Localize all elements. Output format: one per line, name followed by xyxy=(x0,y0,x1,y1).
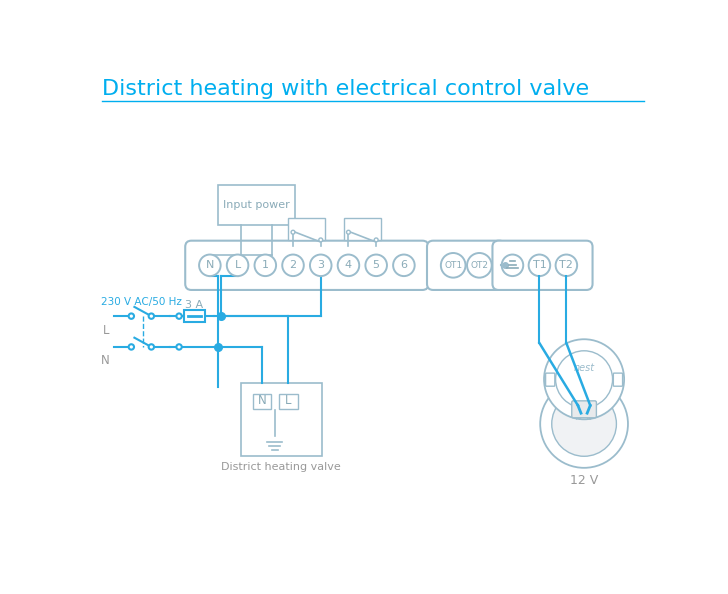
Text: nest: nest xyxy=(576,413,593,422)
Circle shape xyxy=(199,255,221,276)
Circle shape xyxy=(467,253,491,277)
Text: 3: 3 xyxy=(317,260,324,270)
Text: 12 V: 12 V xyxy=(570,473,598,486)
Text: N: N xyxy=(101,354,110,367)
Circle shape xyxy=(441,253,465,277)
FancyBboxPatch shape xyxy=(492,241,593,290)
Text: L: L xyxy=(285,394,292,406)
Text: 1: 1 xyxy=(262,260,269,270)
Circle shape xyxy=(319,238,323,242)
Text: 6: 6 xyxy=(400,260,408,270)
Circle shape xyxy=(393,255,415,276)
FancyBboxPatch shape xyxy=(279,394,298,409)
Text: L: L xyxy=(103,324,110,336)
Circle shape xyxy=(129,314,134,319)
Circle shape xyxy=(227,255,248,276)
Text: 5: 5 xyxy=(373,260,380,270)
Text: N: N xyxy=(258,394,266,406)
FancyBboxPatch shape xyxy=(571,401,596,418)
FancyBboxPatch shape xyxy=(288,219,325,240)
Circle shape xyxy=(129,345,134,350)
Circle shape xyxy=(149,314,154,319)
Text: OT1: OT1 xyxy=(444,261,462,270)
Circle shape xyxy=(310,255,331,276)
Text: District heating with electrical control valve: District heating with electrical control… xyxy=(102,79,589,99)
Circle shape xyxy=(176,345,182,350)
Circle shape xyxy=(338,255,359,276)
Text: T1: T1 xyxy=(533,260,546,270)
Text: 230 V AC/50 Hz: 230 V AC/50 Hz xyxy=(100,297,181,307)
Text: 2: 2 xyxy=(290,260,296,270)
Text: 3 A: 3 A xyxy=(186,301,204,310)
FancyBboxPatch shape xyxy=(241,383,322,456)
Circle shape xyxy=(540,380,628,468)
Circle shape xyxy=(529,255,550,276)
Circle shape xyxy=(255,255,276,276)
Circle shape xyxy=(552,391,617,456)
Circle shape xyxy=(291,230,295,234)
FancyBboxPatch shape xyxy=(545,373,555,386)
Circle shape xyxy=(176,314,182,319)
FancyBboxPatch shape xyxy=(185,241,429,290)
FancyBboxPatch shape xyxy=(253,394,272,409)
Text: N: N xyxy=(206,260,214,270)
Text: nest: nest xyxy=(574,363,595,372)
Circle shape xyxy=(374,238,378,242)
Text: District heating valve: District heating valve xyxy=(221,462,341,472)
Text: Input power: Input power xyxy=(223,200,290,210)
Circle shape xyxy=(555,255,577,276)
Circle shape xyxy=(149,345,154,350)
FancyBboxPatch shape xyxy=(218,185,296,225)
Circle shape xyxy=(365,255,387,276)
FancyBboxPatch shape xyxy=(427,241,505,290)
Circle shape xyxy=(555,351,612,407)
Text: T2: T2 xyxy=(559,260,574,270)
Text: L: L xyxy=(234,260,241,270)
Circle shape xyxy=(502,255,523,276)
Circle shape xyxy=(347,230,350,234)
FancyBboxPatch shape xyxy=(614,373,622,386)
FancyBboxPatch shape xyxy=(344,219,381,240)
Text: 4: 4 xyxy=(345,260,352,270)
FancyBboxPatch shape xyxy=(183,310,205,323)
Text: OT2: OT2 xyxy=(470,261,488,270)
Circle shape xyxy=(282,255,304,276)
Circle shape xyxy=(544,339,624,419)
